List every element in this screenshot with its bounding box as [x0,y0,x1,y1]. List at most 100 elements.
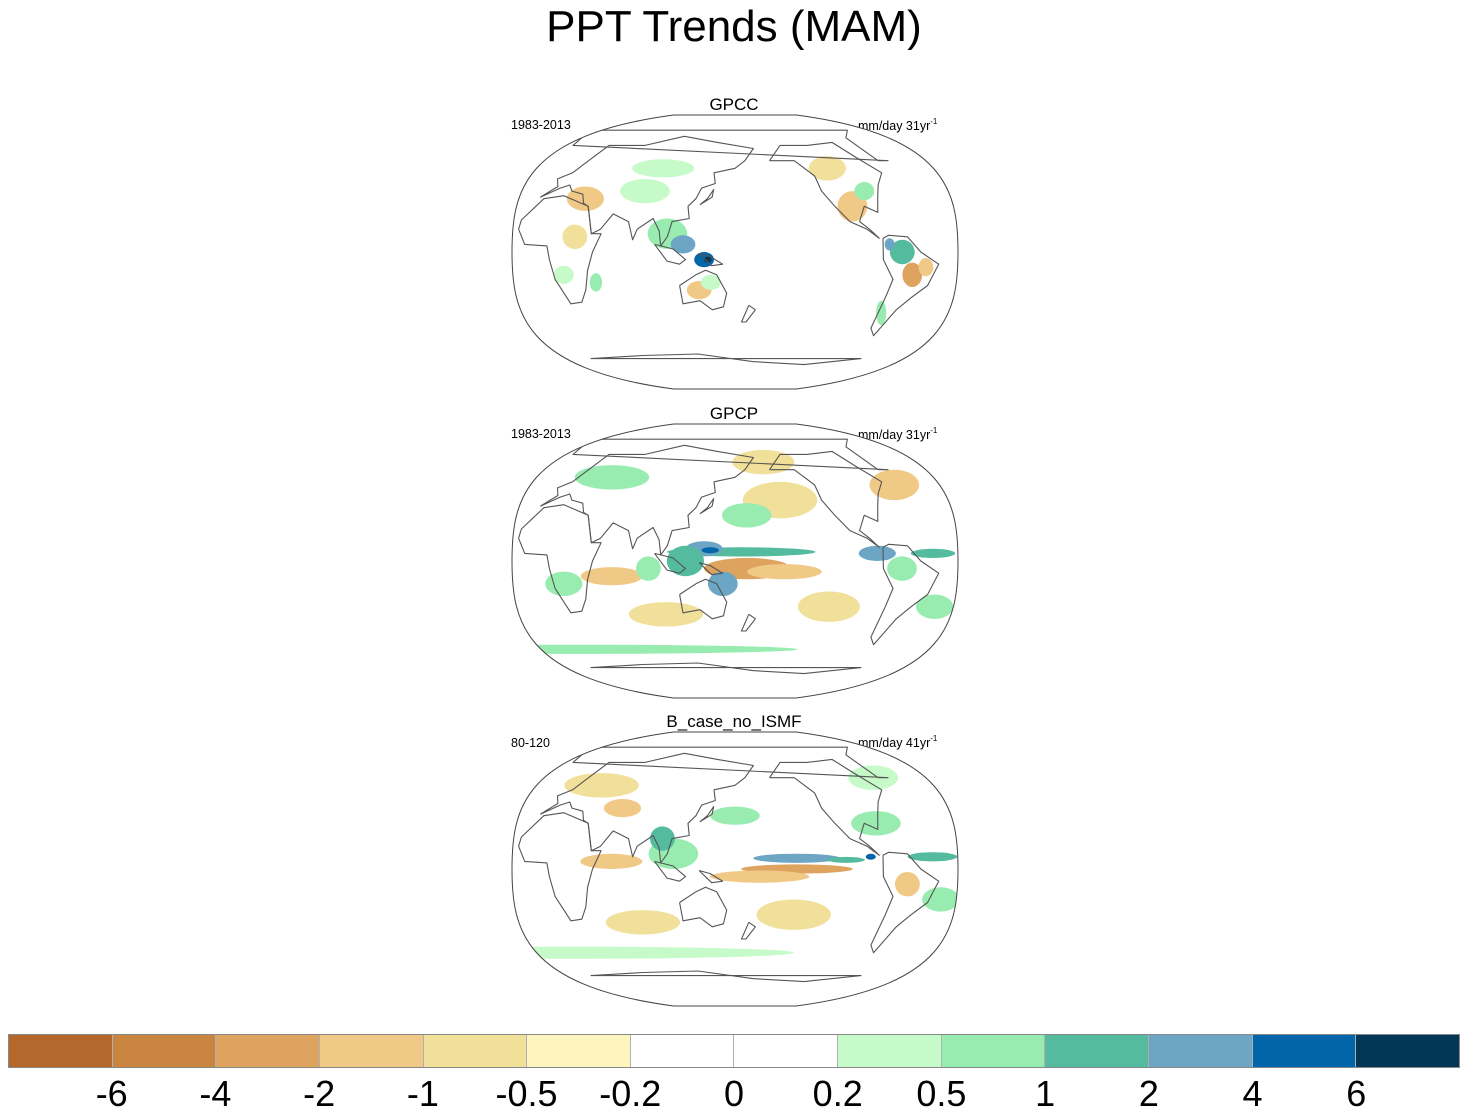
coastline [699,806,715,823]
trend-anomaly-patch [628,602,704,627]
coastline [870,234,940,337]
trend-anomaly-patch [580,567,643,586]
trend-anomaly-patch [670,235,696,254]
coastline [590,353,862,366]
panel-period: 1983-2013 [511,118,571,132]
colorbar-tick-label: -0.5 [495,1073,558,1114]
trend-anomaly-patch [589,273,603,292]
colorbar-box [9,1035,113,1067]
trend-anomaly-patch [620,178,670,204]
coastline [698,869,724,884]
trend-anomaly-patch [603,799,642,818]
trend-anomaly-patch [827,856,865,863]
colorbar-box [1252,1035,1357,1067]
colorbar-tick-label: 0.2 [812,1073,863,1114]
trend-anomaly-patch [580,853,643,870]
trend-anomaly-patch [858,545,896,562]
trend-anomaly-patch [545,571,583,596]
coastline [699,498,715,515]
trend-anomaly-patch [902,262,923,287]
panel-units: mm/day 31yr-1 [858,426,938,442]
trend-anomaly-patch [564,773,639,798]
trend-anomaly-patch [808,156,846,181]
colorbar-box [734,1035,839,1067]
trend-anomaly-patch [876,300,887,326]
map-border [511,423,959,699]
trend-anomaly-patch [636,556,661,581]
panel-title: B_case_no_ISMF [666,712,802,731]
coastline [740,304,756,323]
coastline [654,552,687,574]
trend-anomaly-patch [922,887,958,912]
trend-anomaly-patch [562,224,588,249]
world-map-model [511,731,959,1007]
colorbar-box [319,1035,424,1067]
colorbar-tick-label: -4 [199,1073,232,1114]
coastline [679,578,728,620]
coastline [699,189,715,206]
panel-period: 80-120 [511,736,550,750]
coastline [590,970,862,983]
coastline [654,243,687,265]
trend-anomaly-patch [889,239,915,265]
colorbar-box [630,1035,735,1067]
trend-anomaly-patch [884,238,895,251]
coastline [518,812,602,922]
trend-anomaly-patch [865,853,876,860]
trend-anomaly-patch [710,806,760,825]
coastline [740,613,756,632]
coastline [769,450,883,548]
trend-anomaly-patch [907,852,958,862]
trend-anomaly-patch [707,571,738,596]
panel-title: GPCC [709,95,759,114]
colorbar-box [1356,1035,1459,1067]
trend-anomaly-patch [574,465,650,490]
panel-title: GPCP [709,404,759,423]
colorbar-tick-label: -1 [406,1073,439,1114]
coastline [698,561,724,576]
colorbar-tick-label: -0.2 [599,1073,662,1114]
trend-anomaly-patch [910,548,956,559]
map-border [511,731,959,1007]
trend-anomaly-patch [632,159,695,178]
trend-anomaly-patch [887,556,917,581]
panel-period: 1983-2013 [511,427,571,441]
coastline [518,195,602,305]
colorbar-box [1149,1035,1253,1067]
trend-anomaly-patch [650,826,675,851]
colorbar-box [527,1035,631,1067]
coastline [740,921,756,940]
colorbar [8,1034,1460,1068]
colorbar-tick-label: 2 [1138,1073,1159,1114]
trend-anomaly-patch [851,811,901,836]
colorbar-tick-label: -6 [95,1073,128,1114]
coastline [769,141,883,239]
trend-anomaly-patch [605,910,681,935]
trend-anomaly-patch [701,547,719,554]
colorbar-tick-label: 0 [723,1073,745,1114]
coastline [654,860,687,882]
colorbar-tick-label: 6 [1346,1073,1367,1114]
trend-anomaly-patch [553,265,574,284]
coastline [769,758,883,856]
colorbar-tick-label: 1 [1035,1073,1056,1114]
trend-anomaly-patch [895,872,920,897]
coastline [870,851,940,954]
colorbar-box [838,1035,942,1067]
trend-anomaly-patch [797,591,860,622]
colorbar-box [941,1035,1046,1067]
trend-anomaly-patch [566,186,605,211]
trend-anomaly-patch [721,503,772,528]
trend-anomaly-patch [747,564,822,580]
trend-anomaly-patch [666,545,705,577]
trend-anomaly-patch [710,870,810,883]
coastline [679,886,728,928]
colorbar-tick-label: 0.5 [916,1073,967,1114]
panel-units: mm/day 31yr-1 [858,117,938,133]
trend-anomaly-patch [512,946,794,959]
colorbar-tick-label: 4 [1242,1073,1263,1114]
trend-anomaly-patch [753,853,841,863]
colorbar-tick-label: -2 [303,1073,336,1114]
map-border [511,114,959,390]
trend-anomaly-patch [512,644,798,654]
